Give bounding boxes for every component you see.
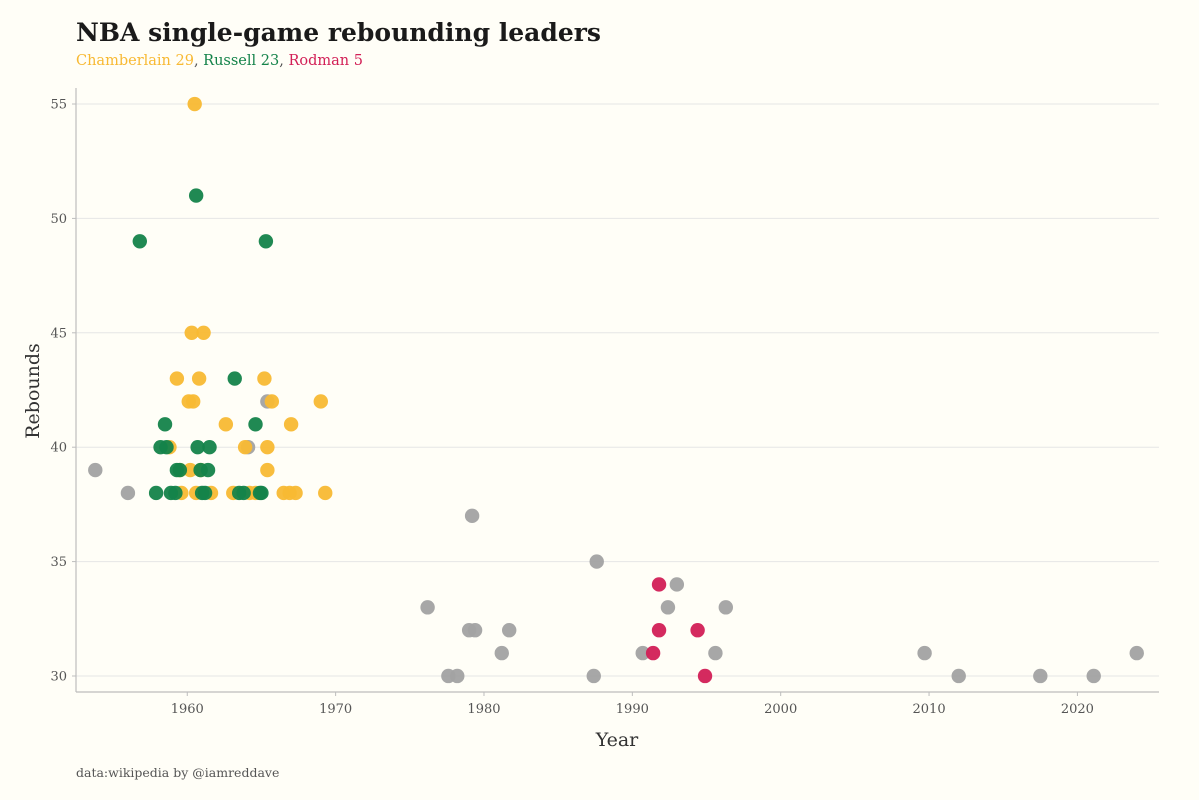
subtitle-sep-2: , xyxy=(279,53,289,69)
x-tick-label: 1980 xyxy=(467,702,500,717)
point-chamberlain xyxy=(187,96,202,112)
y-tick-label: 30 xyxy=(50,669,67,684)
point-other xyxy=(635,645,650,661)
chart-subtitle: Chamberlain 29, Russell 23, Rodman 5 xyxy=(76,53,363,69)
point-chamberlain xyxy=(260,462,275,478)
point-chamberlain xyxy=(184,325,199,341)
point-chamberlain xyxy=(313,394,328,409)
point-russell xyxy=(197,485,213,501)
chart-title: NBA single-game rebounding leaders xyxy=(76,18,601,47)
point-russell xyxy=(248,417,263,432)
x-axis-title: Year xyxy=(595,729,639,751)
point-other xyxy=(1033,668,1048,684)
point-russell xyxy=(148,485,164,501)
point-other xyxy=(494,645,509,661)
point-other xyxy=(420,600,435,615)
point-other xyxy=(88,462,103,478)
y-axis-title: Rebounds xyxy=(22,343,44,439)
data-source-caption: data:wikipedia by @iamreddave xyxy=(76,765,280,780)
subtitle-russell: Russell 23 xyxy=(203,53,280,69)
point-russell xyxy=(190,439,205,455)
point-other xyxy=(120,485,136,501)
subtitle-chamberlain: Chamberlain 29 xyxy=(76,53,194,69)
point-russell xyxy=(132,234,147,249)
y-tick-label: 35 xyxy=(50,555,67,570)
point-russell xyxy=(159,439,174,455)
x-tick-label: 2020 xyxy=(1061,702,1094,717)
x-tick-label: 1960 xyxy=(171,702,204,717)
point-chamberlain xyxy=(169,371,185,386)
y-tick-label: 50 xyxy=(50,212,67,227)
x-tick-label: 2010 xyxy=(913,702,946,717)
point-other xyxy=(464,508,480,524)
point-chamberlain xyxy=(183,462,198,478)
point-other xyxy=(951,668,966,684)
y-tick-label: 40 xyxy=(50,441,67,456)
axes: 30 35 40 45 50 55 1960 1970 1980 1990 2000 2010 2020 xyxy=(50,88,1159,717)
point-chamberlain xyxy=(237,439,253,455)
data-points xyxy=(88,96,1144,684)
point-chamberlain xyxy=(318,485,333,501)
point-chamberlain xyxy=(257,371,272,386)
point-russell xyxy=(254,485,269,501)
point-other xyxy=(708,645,723,661)
grid-lines xyxy=(76,103,1159,677)
point-other xyxy=(502,623,517,638)
point-other xyxy=(1129,645,1144,661)
point-other xyxy=(718,600,733,615)
point-chamberlain xyxy=(191,371,207,386)
point-chamberlain xyxy=(260,439,275,455)
point-russell xyxy=(200,462,216,478)
point-rodman xyxy=(697,668,713,684)
y-tick-label: 55 xyxy=(50,98,67,113)
point-russell xyxy=(258,234,274,249)
point-other xyxy=(669,577,685,592)
point-other xyxy=(1086,668,1101,684)
point-other xyxy=(660,600,676,615)
point-russell xyxy=(172,462,188,478)
point-rodman xyxy=(645,645,661,661)
point-rodman xyxy=(651,577,667,592)
point-russell xyxy=(157,417,173,432)
point-other xyxy=(917,645,932,661)
point-chamberlain xyxy=(283,417,299,432)
point-other xyxy=(467,623,483,638)
point-rodman xyxy=(651,623,667,638)
point-chamberlain xyxy=(186,394,201,409)
point-rodman xyxy=(690,623,705,638)
point-russell xyxy=(168,485,183,501)
point-russell xyxy=(236,485,251,501)
point-chamberlain xyxy=(218,417,234,432)
point-other xyxy=(589,554,604,569)
y-tick-label: 45 xyxy=(50,326,67,341)
point-other xyxy=(586,668,601,684)
subtitle-rodman: Rodman 5 xyxy=(288,53,363,69)
point-chamberlain xyxy=(264,394,280,409)
point-russell xyxy=(202,439,217,455)
point-chamberlain xyxy=(288,485,303,501)
x-tick-label: 1990 xyxy=(616,702,649,717)
point-russell xyxy=(227,371,242,386)
point-other xyxy=(450,668,465,684)
subtitle-sep-1: , xyxy=(193,53,204,69)
x-tick-label: 2000 xyxy=(764,702,797,717)
point-russell xyxy=(188,188,204,203)
x-tick-label: 1970 xyxy=(319,702,352,717)
point-chamberlain xyxy=(196,325,211,341)
